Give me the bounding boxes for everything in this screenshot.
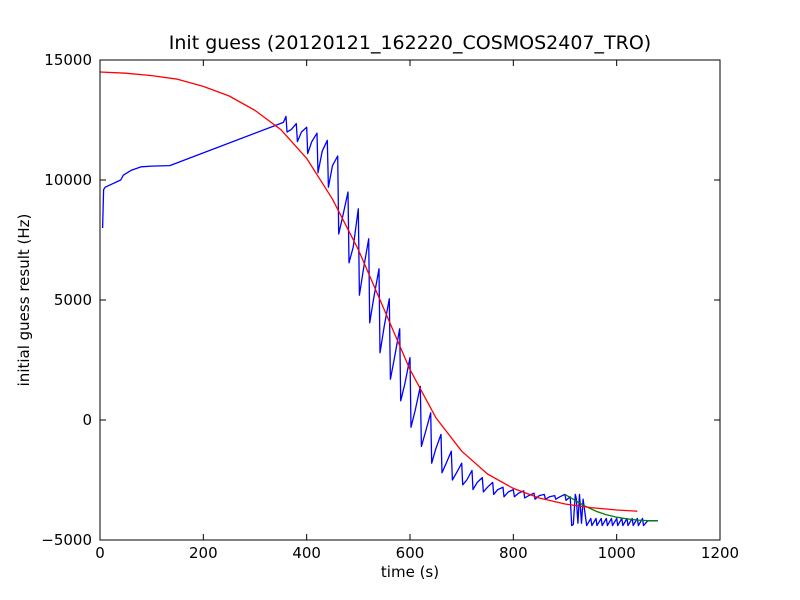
- x-tick-label: 200: [189, 544, 218, 562]
- y-tick-label: 15000: [44, 51, 92, 69]
- y-tick-label: −5000: [41, 531, 92, 549]
- chart-title: Init guess (20120121_162220_COSMOS2407_T…: [169, 32, 651, 54]
- x-tick-label: 1000: [598, 544, 636, 562]
- y-tick-label: 5000: [54, 291, 92, 309]
- x-tick-label: 800: [499, 544, 528, 562]
- x-tick-label: 1200: [701, 544, 739, 562]
- y-tick-label: 10000: [44, 171, 92, 189]
- series-line-2: [99, 71, 638, 512]
- y-axis-label: initial guess result (Hz): [15, 214, 33, 387]
- tick-layer: 0 200 400 600 800 1000 1200−500005000100001500…: [41, 51, 739, 562]
- y-tick-label: 0: [82, 411, 92, 429]
- series-line-0: [101, 115, 658, 527]
- x-axis-label: time (s): [381, 563, 439, 581]
- x-tick-label: 600: [396, 544, 425, 562]
- x-tick-label: 0: [95, 544, 105, 562]
- series-layer: [99, 71, 659, 527]
- x-tick-label: 400: [292, 544, 321, 562]
- series-line-1: [564, 493, 659, 522]
